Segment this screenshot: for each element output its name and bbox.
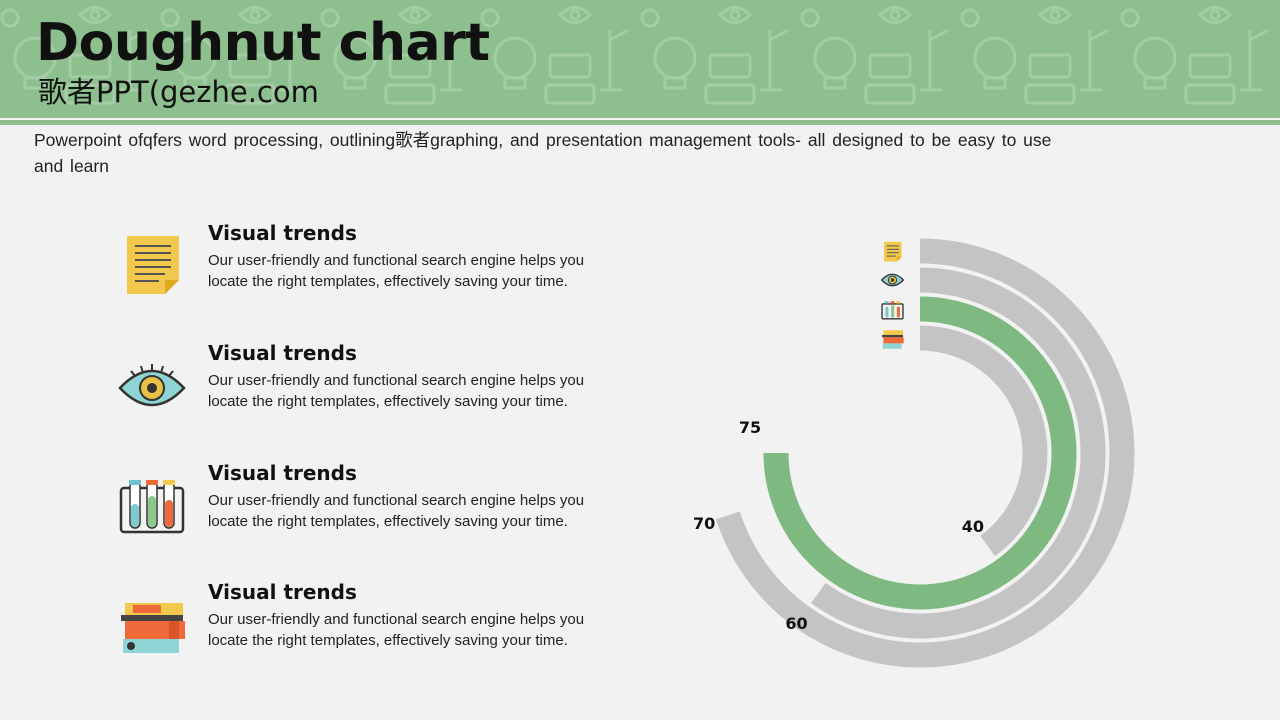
eye-icon xyxy=(881,273,904,287)
list-item: Visual trends Our user-friendly and func… xyxy=(115,461,635,566)
doughnut-ring-2 xyxy=(810,267,1106,639)
test-tubes-icon xyxy=(881,300,904,320)
header-rule-thin xyxy=(0,115,1280,118)
item-text: Our user-friendly and functional search … xyxy=(208,372,585,410)
list-item: Visual trends Our user-friendly and func… xyxy=(115,580,635,685)
item-title: Visual trends xyxy=(208,580,357,604)
item-text: Our user-friendly and functional search … xyxy=(208,611,585,649)
ring-value-label: 60 xyxy=(785,614,807,633)
notepad-icon xyxy=(883,241,903,262)
ring-value-label: 40 xyxy=(962,517,984,536)
eye-icon xyxy=(118,364,186,407)
doughnut-ring-4 xyxy=(919,325,1048,557)
doughnut-chart: 70 60 75 40 xyxy=(693,238,1135,668)
ring-value-label: 75 xyxy=(739,418,761,437)
page-subtitle: 歌者PPT(gezhe.com xyxy=(38,75,319,109)
books-icon xyxy=(121,603,185,653)
item-title: Visual trends xyxy=(208,341,357,365)
doughnut-ring-3 xyxy=(763,296,1077,610)
test-tubes-icon xyxy=(119,480,185,534)
books-icon xyxy=(882,330,904,349)
notepad-icon xyxy=(127,236,179,294)
item-text: Our user-friendly and functional search … xyxy=(208,252,585,290)
doughnut-ring-1 xyxy=(716,238,1135,668)
list-item: Visual trends Our user-friendly and func… xyxy=(115,341,635,446)
list-item: Visual trends Our user-friendly and func… xyxy=(115,221,635,326)
item-title: Visual trends xyxy=(208,221,357,245)
ring-value-label: 70 xyxy=(693,514,715,533)
item-text: Our user-friendly and functional search … xyxy=(208,492,585,530)
intro-paragraph: Powerpoint ofqfers word processing, outl… xyxy=(34,130,1052,176)
header-rule-thick xyxy=(0,120,1280,125)
header-banner xyxy=(0,0,1280,115)
page-title: Doughnut chart xyxy=(36,13,490,73)
item-title: Visual trends xyxy=(208,461,357,485)
